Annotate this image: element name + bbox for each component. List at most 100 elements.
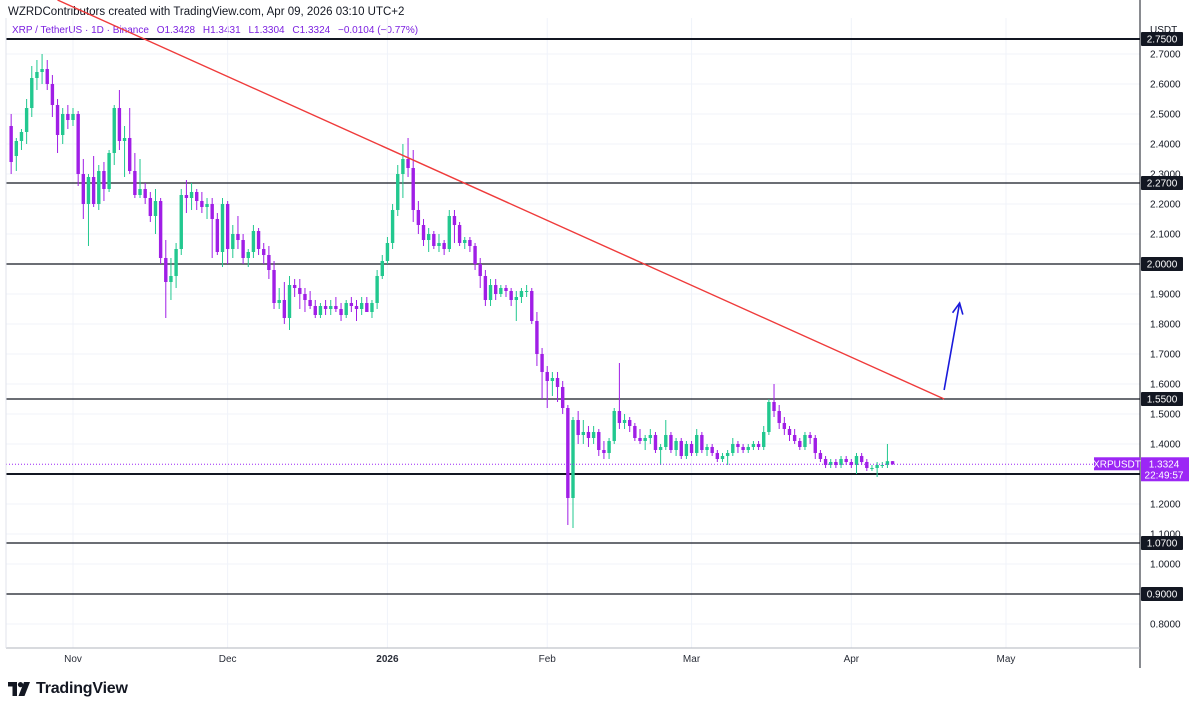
legend-pair[interactable]: XRP / TetherUS · 1D · Binance <box>12 25 149 36</box>
y-tick-label: 0.8000 <box>1150 620 1181 631</box>
candle-down <box>638 438 642 441</box>
candle-down <box>560 387 565 408</box>
candle-down <box>241 240 245 258</box>
candle-down <box>736 444 740 447</box>
candle-down <box>555 378 560 387</box>
candle-up <box>86 177 91 204</box>
candle-down <box>236 234 240 240</box>
candle-up <box>35 72 39 78</box>
candle-up <box>437 243 441 246</box>
tradingview-logo[interactable]: TradingView <box>8 679 128 699</box>
candle-down <box>457 225 462 243</box>
candle-down <box>602 450 606 453</box>
legend-open: O1.3428 <box>156 25 196 36</box>
level-price-label: 0.9000 <box>1147 590 1178 601</box>
candle-up <box>169 276 173 282</box>
candle-up <box>731 444 735 453</box>
candle-up <box>488 285 493 300</box>
candle-down <box>91 177 96 204</box>
axis-labels: 0.8000 1.0000 1.1000 1.2000 1.4000 1.5000 1.60… <box>64 32 1189 665</box>
candle-down <box>133 171 137 195</box>
candle-down <box>509 291 513 300</box>
candle-down <box>483 276 488 300</box>
tradingview-logo-icon <box>8 682 30 696</box>
candle-down <box>586 432 591 438</box>
x-tick-label: Feb <box>539 654 557 665</box>
candle-down <box>102 171 106 189</box>
candle-down <box>406 159 410 168</box>
candle-up <box>287 285 292 318</box>
candle-down <box>313 306 317 315</box>
candle-up <box>643 438 647 441</box>
drawings <box>6 0 1140 465</box>
candle-down <box>339 309 343 315</box>
candle-down <box>200 201 204 207</box>
candle-up <box>61 114 65 135</box>
candle-down <box>195 192 199 201</box>
candle-down <box>432 234 436 246</box>
candle-down <box>617 411 622 423</box>
y-tick-label: 2.2000 <box>1150 200 1181 211</box>
candle-up <box>220 204 225 252</box>
candle-up <box>648 435 653 438</box>
candle-down <box>256 231 261 249</box>
candle-down <box>303 294 307 300</box>
candle-down <box>792 435 797 441</box>
candle-up <box>612 411 616 441</box>
candle-up <box>385 243 390 261</box>
candle-down <box>9 126 13 162</box>
candle-down <box>689 444 694 453</box>
candle-down <box>530 291 534 321</box>
y-tick-label: 1.8000 <box>1150 320 1181 331</box>
candle-up <box>524 291 529 292</box>
candle-up <box>122 138 127 141</box>
candle-down <box>416 210 421 225</box>
legend-change: −0.0104 (−0.77%) <box>337 25 419 36</box>
candle-down <box>272 270 276 303</box>
candle-up <box>622 420 627 423</box>
y-tick-label: 1.1000 <box>1150 530 1181 541</box>
candle-down <box>890 461 895 465</box>
legend-low: L1.3304 <box>248 25 285 36</box>
candle-up <box>231 234 235 249</box>
candle-down <box>468 240 472 246</box>
candle-up <box>607 441 611 453</box>
candle-down <box>844 459 848 462</box>
candle-down <box>823 459 828 465</box>
arrow-head <box>951 301 964 315</box>
candle-up <box>19 132 24 141</box>
candle-up <box>189 192 194 198</box>
candle-down <box>741 447 745 450</box>
trendline <box>57 0 945 400</box>
last-price-countdown: 22:49:57 <box>1145 470 1184 481</box>
candle-up <box>767 402 771 432</box>
candle-down <box>225 204 230 249</box>
y-tick-label: 2.6000 <box>1150 80 1181 91</box>
candle-down <box>215 219 220 252</box>
candle-up <box>277 300 281 303</box>
x-tick-label: Mar <box>683 654 701 665</box>
candle-down <box>184 195 189 198</box>
candle-up <box>880 465 884 466</box>
candle-down <box>128 138 132 171</box>
level-price-label: 2.0000 <box>1147 260 1178 271</box>
level-price-label: 1.0700 <box>1147 539 1178 550</box>
candle-up <box>762 432 766 447</box>
candle-up <box>30 78 34 108</box>
candle-up <box>839 459 843 465</box>
level-price-label: 1.5500 <box>1147 395 1178 406</box>
candle-down <box>777 411 781 423</box>
candle-down <box>323 306 328 309</box>
axes <box>5 0 1141 668</box>
candle-down <box>834 462 838 465</box>
level-price-badge <box>1141 176 1183 190</box>
candle-down <box>282 300 287 318</box>
candle-down <box>566 408 570 498</box>
x-tick-label: Dec <box>219 654 237 665</box>
candle-down <box>262 249 266 255</box>
candle-down <box>298 288 302 294</box>
candle-down <box>813 438 817 453</box>
candle-down <box>292 285 297 288</box>
candle-down <box>354 306 359 309</box>
